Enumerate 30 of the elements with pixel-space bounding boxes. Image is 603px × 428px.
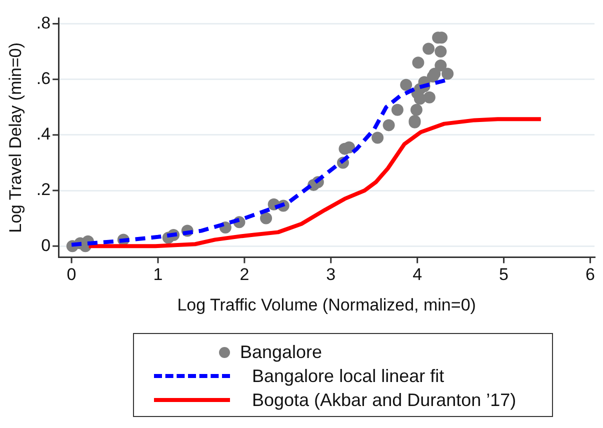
point [434,59,447,72]
legend-label: Bangalore [240,342,322,362]
y-axis-title: Log Travel Delay (min=0) [6,42,25,233]
point [412,56,424,69]
x-tick-label: 2 [240,265,250,284]
y-tick-label: .4 [36,124,51,144]
x-tick-label: 6 [585,265,595,284]
y-tick-label: .6 [36,69,51,88]
x-tick-label: 5 [499,265,509,284]
point [442,68,454,80]
point [400,78,412,91]
x-tick-label: 4 [412,265,422,284]
legend-label: Bogota (Akbar and Duranton ’17) [252,390,516,410]
point [434,46,447,58]
point [260,212,272,224]
point [428,68,441,80]
y-tick-label: .8 [36,13,51,32]
point [423,91,436,104]
legend-label: Bangalore local linear fit [252,366,444,386]
point [422,42,435,55]
point [372,132,384,144]
x-tick-label: 0 [66,265,76,284]
x-tick-label: 3 [326,265,336,284]
point [410,104,422,116]
x-axis-title: Log Traffic Volume (Normalized, min=0) [177,295,476,314]
point [382,119,395,132]
x-tick-label: 1 [153,265,163,284]
y-tick-label: .2 [36,180,51,200]
y-tick-label: 0 [41,236,51,255]
point [391,104,404,116]
